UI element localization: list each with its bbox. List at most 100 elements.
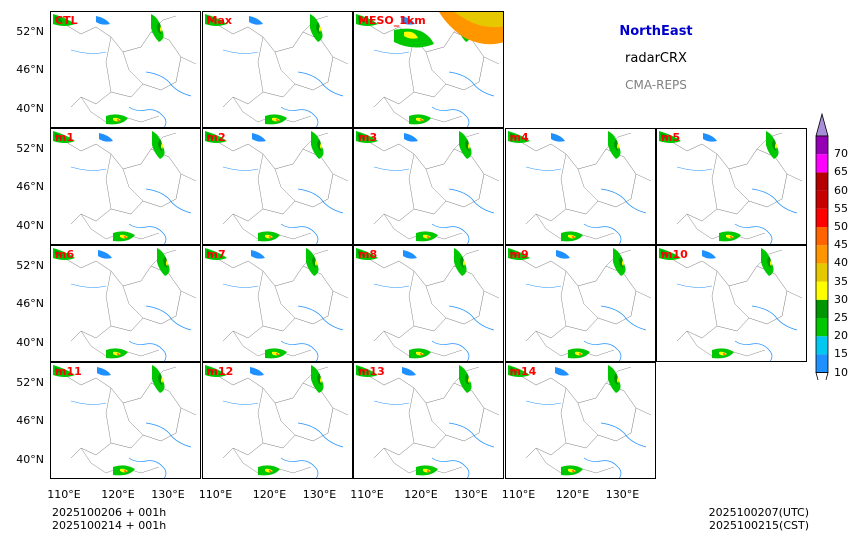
radar-map: [659, 131, 803, 244]
panel-label: m4: [509, 131, 529, 144]
valid-time-cst: 2025100215(CST): [709, 519, 809, 532]
panel-label: m7: [206, 248, 226, 261]
lat-tick-label: 46°N: [16, 414, 44, 427]
map-panel-m11: m11: [50, 362, 201, 479]
valid-time-block: 2025100207(UTC) 2025100215(CST): [697, 506, 809, 532]
radar-map: [204, 14, 348, 127]
colorbar-tick: 40: [834, 256, 848, 270]
colorbar-segment: [816, 354, 828, 373]
lon-tick-label: 130°E: [454, 488, 488, 501]
map-panel-m1: m1: [50, 128, 201, 245]
radar-map: [204, 248, 348, 361]
colorbar-tick: 30: [834, 292, 848, 306]
lat-tick-label: 52°N: [16, 259, 44, 272]
init-time-cst: 2025100214 + 001h: [52, 519, 167, 532]
lon-tick-label: 120°E: [404, 488, 438, 501]
colorbar-tick: 65: [834, 165, 848, 179]
init-time-utc: 2025100206 + 001h: [52, 506, 167, 519]
radar-map: [53, 14, 197, 127]
map-panel-m6: m6: [50, 245, 201, 362]
map-panel-m3: m3: [353, 128, 504, 245]
panel-label: m13: [358, 365, 385, 378]
lat-tick-label: 46°N: [16, 63, 44, 76]
colorbar-segment: [816, 245, 828, 264]
lat-tick-label: 40°N: [16, 453, 44, 466]
colorbar-segment: [816, 299, 828, 318]
lat-tick-label: 52°N: [16, 376, 44, 389]
radar-map: [356, 248, 500, 361]
lat-tick-label: 52°N: [16, 142, 44, 155]
lat-tick-label: 52°N: [16, 25, 44, 38]
lon-tick-label: 130°E: [302, 488, 337, 501]
map-panel-m12: m12: [201, 362, 353, 479]
colorbar-tick: 10: [834, 365, 848, 379]
map-panel-m7: m7: [201, 245, 353, 362]
lat-tick-label: 46°N: [16, 180, 44, 193]
map-panel-max: Max: [201, 11, 353, 128]
radar-map: [507, 365, 651, 478]
panel-label: m6: [55, 248, 75, 261]
panel-label: m10: [661, 248, 688, 261]
radar-map: [356, 12, 503, 127]
lon-tick-label: 130°E: [151, 488, 185, 501]
map-panel-m9: m9: [504, 245, 656, 362]
colorbar-tick: 25: [834, 311, 848, 324]
colorbar-extend-top: [815, 112, 829, 137]
lat-tick-label: 40°N: [16, 336, 44, 349]
map-panel-ctl: CTL: [50, 11, 201, 128]
colorbar-extend-bottom: [815, 372, 829, 380]
lon-tick-label: 120°E: [101, 488, 135, 501]
map-panel-m8: m8: [353, 245, 504, 362]
panel-label: m9: [509, 248, 529, 261]
colorbar-tick: 45: [834, 238, 848, 252]
radar-map: [53, 248, 197, 361]
radar-map: [659, 248, 803, 361]
lon-tick-label: 110°E: [350, 488, 384, 501]
panel-label: m12: [206, 365, 234, 378]
lon-tick-label: 110°E: [501, 488, 536, 501]
colorbar-tick: 20: [834, 329, 848, 343]
radar-map: [507, 248, 651, 361]
panel-label: Max: [206, 14, 232, 27]
map-panel-m5: m5: [656, 128, 807, 245]
colorbar-segment: [816, 318, 828, 337]
region-title: NorthEast: [619, 24, 693, 39]
map-panel-m10: m10: [656, 245, 807, 362]
radar-map: [204, 131, 348, 244]
init-time-block: 2025100206 + 001h 2025100214 + 001h: [52, 506, 166, 532]
radar-map: [507, 131, 651, 244]
radar-map: [204, 365, 348, 478]
map-panel-m13: m13: [353, 362, 504, 479]
colorbar-tick: 50: [834, 220, 848, 233]
panel-label: m8: [358, 248, 378, 261]
model-title: CMA-REPS: [625, 78, 687, 92]
colorbar-segment: [816, 263, 828, 282]
colorbar: [815, 112, 829, 380]
map-panel-m14: m14: [504, 362, 656, 479]
colorbar-segment: [816, 281, 828, 300]
colorbar-tick: 70: [834, 147, 848, 161]
lat-tick-label: 46°N: [16, 297, 44, 310]
colorbar-segment: [816, 227, 828, 246]
lat-tick-label: 40°N: [16, 102, 44, 115]
colorbar-tick: 60: [834, 183, 848, 197]
valid-time-utc: 2025100207(UTC): [708, 506, 809, 519]
radar-map: [53, 365, 197, 478]
panel-label: MESO_1km: [358, 14, 426, 27]
panel-label: CTL: [55, 14, 78, 27]
colorbar-tick: 55: [834, 201, 848, 215]
map-panel-m2: m2: [201, 128, 353, 245]
lon-tick-label: 110°E: [47, 488, 81, 501]
panel-label: m1: [55, 131, 75, 144]
colorbar-segment: [816, 190, 828, 209]
colorbar-segment: [816, 336, 828, 355]
panel-label: m3: [358, 131, 378, 144]
lon-tick-label: 120°E: [252, 488, 287, 501]
panel-label: m5: [661, 131, 681, 144]
colorbar-tick: 35: [834, 274, 848, 288]
radar-map: [53, 131, 197, 244]
radar-map: [356, 131, 500, 244]
map-panel-m4: m4: [504, 128, 656, 245]
lon-tick-label: 110°E: [198, 488, 233, 501]
colorbar-segment: [816, 154, 828, 173]
